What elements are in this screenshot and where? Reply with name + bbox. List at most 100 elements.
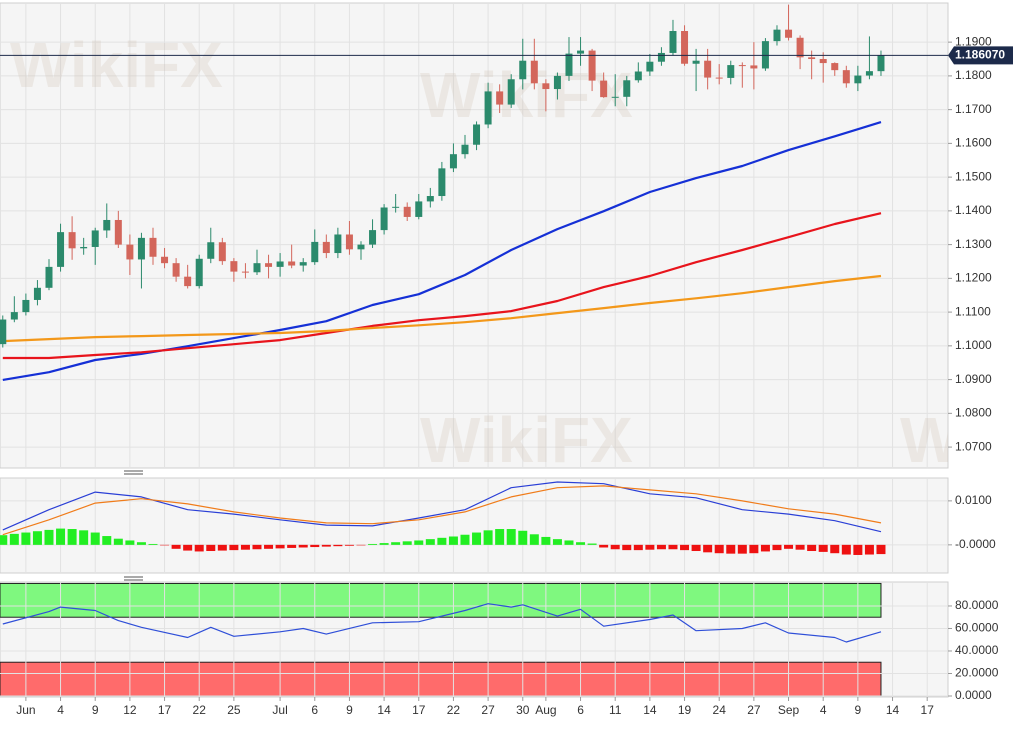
y-tick-label: 60.0000 [955, 621, 999, 635]
plot-layer: WikiFXWikiFXWikiFXWikiFX1.07001.08001.09… [0, 3, 1019, 717]
histogram-bar [633, 544, 643, 551]
candle-body [484, 91, 492, 125]
histogram-bar [564, 540, 574, 545]
y-tick-label: 1.1100 [955, 304, 991, 318]
histogram-bar [552, 539, 562, 545]
histogram-bar [495, 529, 505, 545]
y-tick-label: 1.1200 [955, 271, 992, 285]
candle-body [750, 65, 758, 69]
histogram-bar [610, 544, 620, 550]
histogram-bar [691, 544, 701, 552]
histogram-bar [668, 544, 678, 550]
histogram-bar [125, 540, 135, 545]
histogram-bar [333, 544, 343, 547]
histogram-bar [402, 541, 412, 545]
histogram-bar [529, 534, 539, 545]
candle-body [68, 232, 76, 249]
candle-body [218, 242, 226, 262]
histogram-bar [599, 544, 609, 548]
histogram-bar [784, 544, 794, 549]
candle-body [184, 276, 192, 287]
candle-body [553, 75, 561, 90]
macd-panel [0, 477, 949, 574]
histogram-bar [90, 532, 100, 545]
candle-body [507, 79, 515, 105]
x-tick-label: 12 [123, 703, 137, 717]
x-tick-label: 17 [921, 703, 935, 717]
candle-body [808, 57, 816, 60]
x-tick-label: 17 [412, 703, 426, 717]
histogram-bar [171, 544, 181, 549]
candle-body [438, 168, 446, 197]
candle-body [738, 65, 746, 67]
candle-body [207, 242, 215, 259]
x-tick-label: Jun [16, 703, 35, 717]
y-tick-label: 1.1900 [955, 34, 992, 48]
histogram-bar [518, 530, 528, 545]
x-tick-label: 27 [747, 703, 761, 717]
candle-body [149, 237, 157, 257]
y-tick-label: 40.0000 [955, 643, 999, 657]
histogram-bar [749, 544, 759, 554]
histogram-bar [160, 544, 170, 546]
candle-body [357, 244, 365, 250]
histogram-bar [310, 544, 320, 548]
candle-body [530, 60, 538, 84]
x-tick-label: 6 [577, 703, 584, 717]
candle-body [865, 71, 873, 76]
candle-body [80, 246, 88, 249]
histogram-bar [391, 542, 401, 545]
histogram-bar [680, 544, 690, 551]
x-tick-label: 9 [346, 703, 353, 717]
candle-body [796, 37, 804, 58]
panel-grip[interactable] [124, 470, 143, 581]
histogram-bar [818, 544, 828, 552]
candle-body [669, 31, 677, 53]
histogram-bar [217, 544, 227, 551]
histogram-bar [21, 532, 31, 545]
candle-body [542, 83, 550, 90]
candle-body [773, 29, 781, 42]
candle-body [577, 50, 585, 54]
histogram-bar [298, 544, 308, 548]
candle-body [253, 263, 261, 273]
x-tick-label: 25 [227, 703, 241, 717]
candle-body [161, 256, 169, 264]
x-tick-label: 22 [447, 703, 461, 717]
y-tick-label: 1.1500 [955, 169, 992, 183]
histogram-bar [645, 544, 655, 550]
histogram-bar [772, 544, 782, 551]
candle-body [322, 241, 330, 254]
candle-body [426, 196, 434, 202]
panel-content: WikiFX WikiFX WikiFX WikiFX [0, 3, 1019, 476]
candle-body [392, 206, 400, 208]
y-tick-label: -0.0000 [955, 537, 996, 551]
candle-body [265, 263, 273, 267]
candle-body [137, 237, 145, 260]
y-tick-label: 1.0700 [955, 439, 992, 453]
histogram-bar [379, 543, 389, 545]
rsi-zone [0, 582, 882, 618]
y-tick-label: 1.1700 [955, 102, 992, 116]
histogram-bar [472, 532, 482, 545]
watermark: WikiFX [900, 404, 1019, 476]
last-price-box [948, 46, 1013, 65]
histogram-bar [56, 528, 66, 545]
histogram-bar [136, 542, 146, 545]
y-tick-label: 1.1800 [955, 68, 992, 82]
price-panel [0, 2, 949, 469]
candle-body [126, 244, 134, 260]
y-tick-label: 0.0100 [955, 493, 992, 507]
histogram-bar [229, 544, 239, 551]
histogram-bar [437, 537, 447, 545]
histogram-bar [576, 542, 586, 545]
histogram-bar [102, 536, 112, 545]
candle-body [854, 75, 862, 84]
candle-body [496, 91, 504, 105]
candle-body [565, 53, 573, 76]
candle-body [715, 77, 723, 79]
candle-body [57, 232, 65, 267]
last-price-label: 1.186070 [955, 48, 1005, 62]
series-line [2, 603, 882, 643]
y-tick-label: 1.1400 [955, 203, 992, 217]
